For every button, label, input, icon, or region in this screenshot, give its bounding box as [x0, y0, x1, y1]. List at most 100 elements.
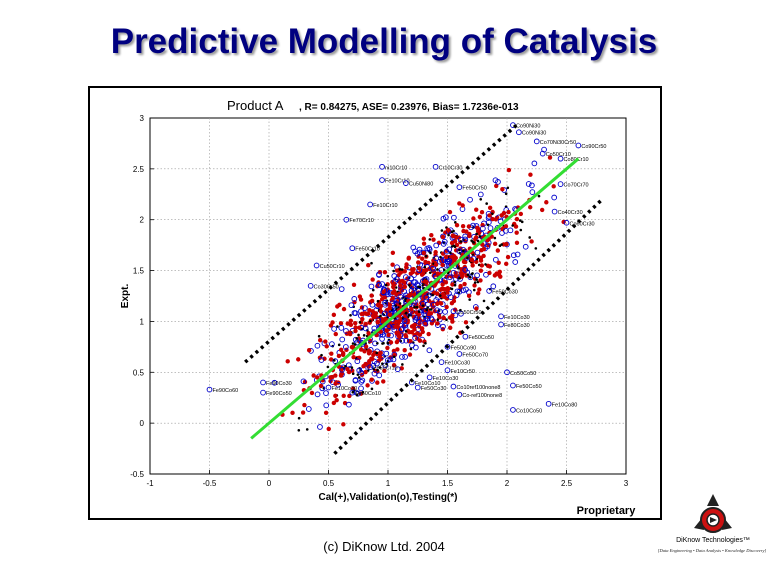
testing-point [453, 283, 457, 287]
testing-point [436, 268, 439, 271]
calibration-point [302, 402, 307, 408]
calibration-point [449, 316, 455, 322]
calibration-point [466, 224, 472, 229]
calibration-point [445, 227, 451, 233]
labeled-point [414, 384, 421, 391]
labeled-point [438, 359, 445, 365]
validation-point [305, 406, 312, 412]
calibration-point [440, 262, 445, 268]
testing-point [450, 287, 454, 291]
proprietary-label: Proprietary [577, 505, 637, 517]
validation-point [510, 252, 517, 259]
x-tick-label: 2 [505, 479, 510, 488]
y-tick-label: 1 [140, 317, 145, 326]
calibration-point [378, 329, 383, 334]
calibration-point [518, 211, 524, 217]
labeled-point [456, 184, 463, 191]
validation-point [492, 256, 499, 263]
calibration-point [362, 349, 367, 354]
calibration-point [420, 329, 425, 335]
point-label: Fe50Cr10 [355, 247, 379, 253]
testing-point [484, 263, 487, 266]
testing-point [378, 366, 382, 369]
point-label: Fe10Co10 [415, 381, 441, 387]
calibration-point [363, 344, 369, 349]
point-label: Co60Cr30 [570, 221, 595, 227]
point-label: Fe10Co80 [552, 402, 578, 408]
validation-point [408, 275, 415, 282]
testing-point [511, 224, 514, 227]
testing-point [475, 232, 478, 236]
testing-point [468, 298, 471, 301]
calibration-point [378, 350, 383, 356]
x-tick-label: 3 [624, 479, 629, 488]
calibration-point [390, 250, 396, 255]
testing-point [466, 256, 469, 260]
calibration-point [334, 397, 339, 403]
testing-point [370, 261, 373, 265]
calibration-point [423, 259, 428, 265]
calibration-point [340, 352, 346, 357]
calibration-point [367, 358, 372, 364]
testing-point [436, 318, 440, 322]
chart-frame: -1 -0.5 0 0.5 1 1.5 2 2.5 3 -0.5 0 0.5 1 1.5 2 2.5 3 Co9… [88, 86, 662, 520]
calibration-point [448, 325, 453, 330]
validation-point [362, 325, 369, 332]
calibration-point [386, 332, 391, 338]
labeled-point [539, 150, 546, 157]
calibration-point [410, 269, 415, 275]
validation-point [398, 326, 405, 333]
validation-point [450, 270, 457, 276]
calibration-point [477, 287, 482, 292]
testing-point [351, 390, 355, 394]
calibration-point [375, 380, 380, 385]
labeled-point [545, 400, 552, 407]
testing-point [534, 247, 538, 250]
validation-point [382, 299, 388, 306]
point-label: Cu50Ni80 [409, 182, 433, 188]
testing-point [490, 212, 494, 216]
testing-point [479, 197, 483, 201]
calibration-point [444, 304, 449, 310]
validation-point [433, 255, 440, 262]
point-label: Fe50Co50 [516, 384, 542, 390]
testing-point [400, 268, 404, 271]
calibration-point [341, 422, 346, 427]
calibration-point [433, 262, 439, 267]
calibration-point [347, 331, 352, 336]
labeled-point [504, 369, 510, 376]
testing-point [385, 362, 388, 366]
testing-point [454, 221, 457, 224]
labeled-point [575, 142, 582, 149]
calibration-point [407, 352, 413, 357]
calibration-point [408, 338, 413, 344]
calibration-point [437, 315, 442, 320]
calibration-point [363, 369, 368, 375]
validation-point [503, 227, 509, 234]
calibration-point [404, 264, 409, 270]
calibration-point [378, 303, 384, 309]
testing-point [478, 235, 482, 238]
calibration-point [447, 209, 453, 215]
x-tick-label: -1 [146, 479, 154, 488]
calibration-point [478, 268, 484, 273]
validation-point [371, 370, 378, 377]
calibration-point [478, 278, 483, 283]
labeled-point [313, 262, 320, 269]
calibration-point [440, 234, 446, 240]
testing-point [297, 416, 301, 420]
calibration-point [333, 373, 338, 378]
labeled-point [307, 282, 314, 289]
calibration-point [539, 207, 545, 213]
calibration-point [487, 264, 493, 269]
testing-point [376, 299, 380, 303]
point-label: Fe50Co30 [492, 289, 518, 295]
point-label: Co70Ni30Cr50 [540, 140, 576, 146]
calibration-point [467, 233, 472, 239]
testing-point [472, 288, 476, 292]
point-label: Fe10Cr10 [385, 179, 409, 185]
ticks: -1 -0.5 0 0.5 1 1.5 2 2.5 3-0.500.511.522.53 [130, 114, 629, 488]
validation-point [300, 378, 307, 385]
validation-point [376, 372, 383, 379]
